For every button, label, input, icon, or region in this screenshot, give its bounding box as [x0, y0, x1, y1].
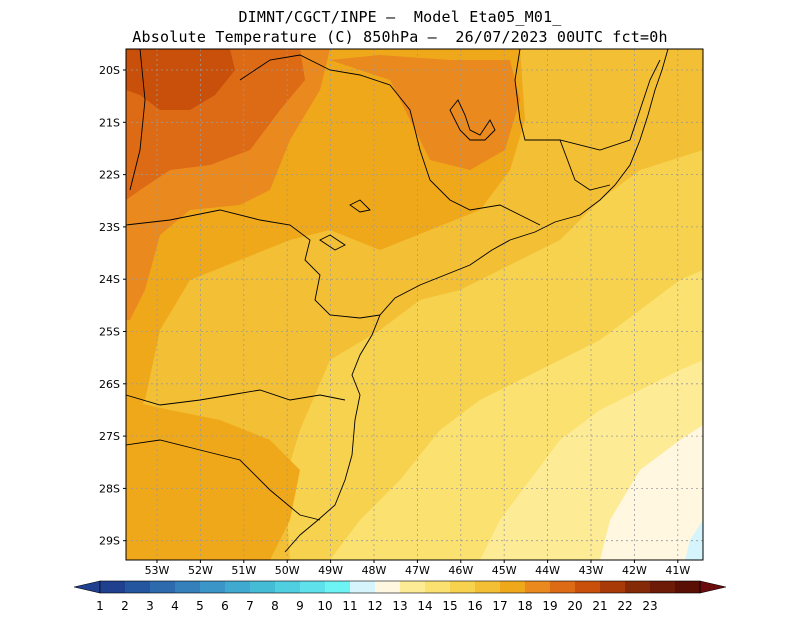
reservoir-3 [319, 234, 346, 251]
colorbar-swatch [300, 581, 326, 593]
state-border-2 [126, 439, 321, 521]
lon-tick-label: 51W [231, 564, 256, 577]
colorbar-swatch [275, 581, 301, 593]
colorbar-label: 8 [271, 599, 279, 613]
colorbar: 1 2 3 4 5 6 7 8 9 10 11 12 13 14 15 16 17 18 19 20 21 22 23 [73, 580, 727, 613]
lon-tick-label: 47W [405, 564, 430, 577]
colorbar-swatch [450, 581, 476, 593]
colorbar-label: 16 [467, 599, 482, 613]
colorbar-label: 20 [567, 599, 582, 613]
colorbar-label: 22 [617, 599, 632, 613]
plot-frame [125, 48, 704, 561]
colorbar-swatch [625, 581, 651, 593]
lat-tick-label: 27S [99, 430, 120, 443]
coastlines-and-borders [126, 49, 669, 553]
field-band-20 [126, 49, 235, 110]
title-line-2: Absolute Temperature (C) 850hPa – 26/07/… [132, 28, 668, 46]
lat-tick-label: 21S [99, 116, 120, 129]
colorbar-label: 2 [121, 599, 129, 613]
colorbar-swatch [200, 581, 226, 593]
lon-tick-label: 46W [448, 564, 473, 577]
lon-tick-label: 44W [535, 564, 560, 577]
colorbar-label: 1 [96, 599, 104, 613]
colorbar-label: 11 [342, 599, 357, 613]
colorbar-swatch [250, 581, 276, 593]
colorbar-swatch [550, 581, 576, 593]
colorbar-label: 3 [146, 599, 154, 613]
colorbar-swatch [575, 581, 601, 593]
lat-tick-label: 25S [99, 326, 120, 339]
lon-tick-label: 41W [665, 564, 690, 577]
colorbar-right-arrow [699, 580, 727, 594]
field-band-11 [685, 520, 703, 560]
state-border-3 [126, 209, 381, 319]
colorbar-label: 4 [171, 599, 179, 613]
colorbar-swatch [225, 581, 251, 593]
colorbar-swatch [475, 581, 501, 593]
colorbar-swatch [675, 581, 701, 593]
colorbar-label: 19 [542, 599, 557, 613]
colorbar-swatch [150, 581, 176, 593]
lat-tick-label: 20S [99, 64, 120, 77]
colorbar-swatch [325, 581, 351, 593]
lon-tick-label: 50W [275, 564, 300, 577]
lon-tick-label: 42W [622, 564, 647, 577]
colorbar-left-arrow [73, 580, 101, 594]
colorbar-swatch [100, 581, 126, 593]
colorbar-label: 15 [442, 599, 457, 613]
coastline [284, 49, 669, 553]
colorbar-swatch [600, 581, 626, 593]
colorbar-swatch [525, 581, 551, 593]
colorbar-swatch [650, 581, 676, 593]
colorbar-label: 12 [367, 599, 382, 613]
lon-tick-label: 52W [188, 564, 213, 577]
colorbar-swatch [175, 581, 201, 593]
colorbar-label: 23 [642, 599, 657, 613]
colorbar-swatch [375, 581, 401, 593]
lon-tick-label: 48W [362, 564, 387, 577]
title-line-1: DIMNT/CGCT/INPE – Model Eta05_M01_ [238, 8, 562, 26]
colorbar-swatch [400, 581, 426, 593]
lat-tick-label: 22S [99, 169, 120, 182]
field-band-18-north [330, 55, 520, 170]
colorbar-label: 14 [417, 599, 432, 613]
latitude-ticks: 20S 21S 22S 23S 24S 25S 26S 27S 28S 29S [99, 64, 126, 548]
colorbar-label: 7 [246, 599, 254, 613]
lat-tick-label: 23S [99, 221, 120, 234]
field-band-17-southwest [126, 400, 300, 560]
lon-tick-label: 43W [579, 564, 604, 577]
grid-lines [126, 49, 703, 560]
colorbar-label: 6 [221, 599, 229, 613]
colorbar-label: 18 [517, 599, 532, 613]
colorbar-label: 21 [592, 599, 607, 613]
lon-tick-label: 53W [145, 564, 170, 577]
lat-tick-label: 24S [99, 273, 120, 286]
temperature-field [126, 49, 703, 560]
lat-tick-label: 29S [99, 535, 120, 548]
lon-tick-label: 49W [318, 564, 343, 577]
state-border-5 [239, 54, 541, 226]
state-border-1 [126, 389, 346, 406]
lon-tick-label: 45W [492, 564, 517, 577]
colorbar-label: 9 [296, 599, 304, 613]
colorbar-swatch [500, 581, 526, 593]
colorbar-swatch [350, 581, 376, 593]
colorbar-swatch [425, 581, 451, 593]
state-border-6 [514, 49, 661, 151]
reservoir-1 [449, 99, 496, 141]
lat-tick-label: 28S [99, 482, 120, 495]
field-band-12 [600, 425, 703, 560]
state-border-4 [129, 49, 146, 191]
lat-tick-label: 26S [99, 378, 120, 391]
colorbar-label: 5 [196, 599, 204, 613]
reservoir-2 [349, 199, 371, 213]
colorbar-outline [99, 580, 701, 594]
colorbar-label: 17 [492, 599, 507, 613]
colorbar-label: 13 [392, 599, 407, 613]
colorbar-label: 10 [317, 599, 332, 613]
colorbar-swatch [125, 581, 151, 593]
longitude-ticks: 53W 52W 51W 50W 49W 48W 47W 46W 45W 44W 43W 42W 41W [145, 560, 690, 577]
state-border-7 [559, 139, 611, 191]
